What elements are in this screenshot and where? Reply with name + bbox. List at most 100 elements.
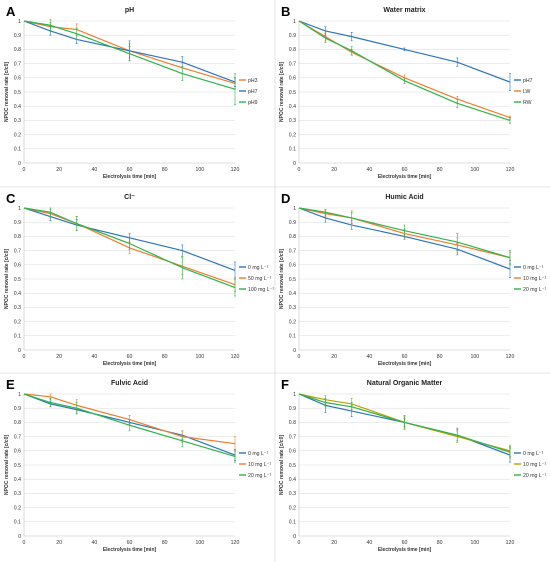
x-tick-label: 120 <box>231 354 240 360</box>
series-line <box>23 20 236 90</box>
y-tick-label: 0.2 <box>289 319 296 325</box>
panel-title: pH <box>125 7 134 14</box>
series-line <box>23 207 236 272</box>
series-line <box>298 393 511 452</box>
panel-title: Natural Organic Matter <box>367 380 443 387</box>
y-axis-label: NPOC removal rate [c/c0] <box>4 249 10 309</box>
y-tick-label: 0.8 <box>289 420 296 426</box>
y-tick-label: 0.2 <box>289 505 296 511</box>
panel-letter: D <box>281 191 290 206</box>
series-line <box>23 20 236 85</box>
x-tick-label: 60 <box>127 167 133 173</box>
series-3 <box>298 393 511 459</box>
y-tick-label: 0.1 <box>289 334 296 340</box>
series-line <box>298 20 511 119</box>
y-tick-label: 0.9 <box>14 406 21 412</box>
x-tick-label: 40 <box>91 540 97 546</box>
x-tick-label: 100 <box>196 540 205 546</box>
y-tick-label: 0.5 <box>14 277 21 283</box>
x-tick-label: 60 <box>402 354 408 360</box>
series-line <box>298 393 511 453</box>
y-tick-label: 0.3 <box>289 118 296 124</box>
y-tick-label: 0.7 <box>14 434 21 440</box>
y-tick-label: 0.7 <box>289 434 296 440</box>
y-tick-label: 0 <box>293 348 296 354</box>
x-tick-label: 20 <box>56 167 62 173</box>
x-tick-label: 100 <box>471 354 480 360</box>
y-tick-label: 0.5 <box>289 463 296 469</box>
y-tick-label: 0.1 <box>14 334 21 340</box>
legend-label: 0 mg L⁻¹ <box>523 451 544 457</box>
x-tick-label: 80 <box>162 167 168 173</box>
panel-letter: B <box>281 4 290 19</box>
y-tick-label: 0 <box>18 161 21 167</box>
legend-label: pH7 <box>248 89 258 95</box>
y-tick-label: 0.2 <box>289 132 296 138</box>
y-tick-label: 0.1 <box>14 520 21 526</box>
panel-title: Humic Acid <box>385 194 423 201</box>
y-tick-label: 0.3 <box>289 305 296 311</box>
y-tick-label: 1 <box>18 19 21 25</box>
x-axis-label: Electrolysis time [min] <box>103 361 157 367</box>
y-tick-label: 0.3 <box>14 118 21 124</box>
y-tick-label: 0.7 <box>14 61 21 67</box>
y-tick-label: 0.4 <box>289 291 296 297</box>
y-tick-label: 0.5 <box>14 463 21 469</box>
panel-title: Cl⁻ <box>124 194 135 201</box>
series-line <box>298 207 511 259</box>
x-tick-label: 100 <box>471 540 480 546</box>
y-tick-label: 0.9 <box>289 33 296 39</box>
x-tick-label: 120 <box>231 540 240 546</box>
legend-label: 100 mg L⁻¹ <box>248 287 274 293</box>
chart-panel-f: F Natural Organic Matter 0 0.1 0.2 0.3 0.4 0.5 0… <box>279 377 546 553</box>
y-tick-label: 0.8 <box>14 47 21 53</box>
x-tick-label: 20 <box>56 540 62 546</box>
y-tick-label: 1 <box>18 206 21 212</box>
series-line <box>23 393 236 456</box>
x-tick-label: 20 <box>331 354 337 360</box>
legend-label: 0 mg L⁻¹ <box>248 451 269 457</box>
y-tick-label: 0.2 <box>14 505 21 511</box>
y-tick-label: 0.9 <box>289 406 296 412</box>
y-tick-label: 0.1 <box>14 147 21 153</box>
chart-panel-e: E Fulvic Acid 0 0.1 0.2 0.3 0.4 0.5 0.6 0.7 0.8 0.9… <box>4 377 271 553</box>
y-tick-label: 0.9 <box>14 33 21 39</box>
y-tick-label: 0.6 <box>14 263 21 269</box>
x-tick-label: 80 <box>437 167 443 173</box>
series-2 <box>298 207 511 264</box>
series-line <box>298 207 511 270</box>
legend-label: 0 mg L⁻¹ <box>523 265 544 271</box>
x-tick-label: 60 <box>127 540 133 546</box>
y-tick-label: 1 <box>293 19 296 25</box>
series-3 <box>298 207 511 266</box>
y-tick-label: 0.2 <box>14 132 21 138</box>
y-axis-label: NPOC removal rate [c/c0] <box>279 62 285 122</box>
y-tick-label: 0 <box>293 534 296 540</box>
y-tick-label: 0.5 <box>289 277 296 283</box>
legend-label: pH7 <box>523 78 533 84</box>
x-tick-label: 20 <box>331 540 337 546</box>
x-tick-label: 0 <box>298 540 301 546</box>
series-line <box>298 20 511 121</box>
x-tick-label: 40 <box>366 540 372 546</box>
y-tick-label: 0.1 <box>289 147 296 153</box>
x-axis-label: Electrolysis time [min] <box>378 547 432 553</box>
series-line <box>23 393 236 445</box>
legend-label: 0 mg L⁻¹ <box>248 265 269 271</box>
y-tick-label: 0.8 <box>14 420 21 426</box>
x-tick-label: 120 <box>506 540 515 546</box>
legend-label: 10 mg L⁻¹ <box>523 276 546 282</box>
y-tick-label: 0.1 <box>289 520 296 526</box>
x-tick-label: 80 <box>162 540 168 546</box>
legend-label: pH9 <box>248 100 258 106</box>
y-tick-label: 0.4 <box>14 477 21 483</box>
series-3 <box>298 20 511 124</box>
legend-label: pH3 <box>248 78 258 84</box>
y-tick-label: 0.4 <box>289 104 296 110</box>
y-tick-label: 0.3 <box>289 491 296 497</box>
series-line <box>298 20 511 83</box>
y-tick-label: 0.7 <box>289 248 296 254</box>
y-tick-label: 0.4 <box>14 291 21 297</box>
